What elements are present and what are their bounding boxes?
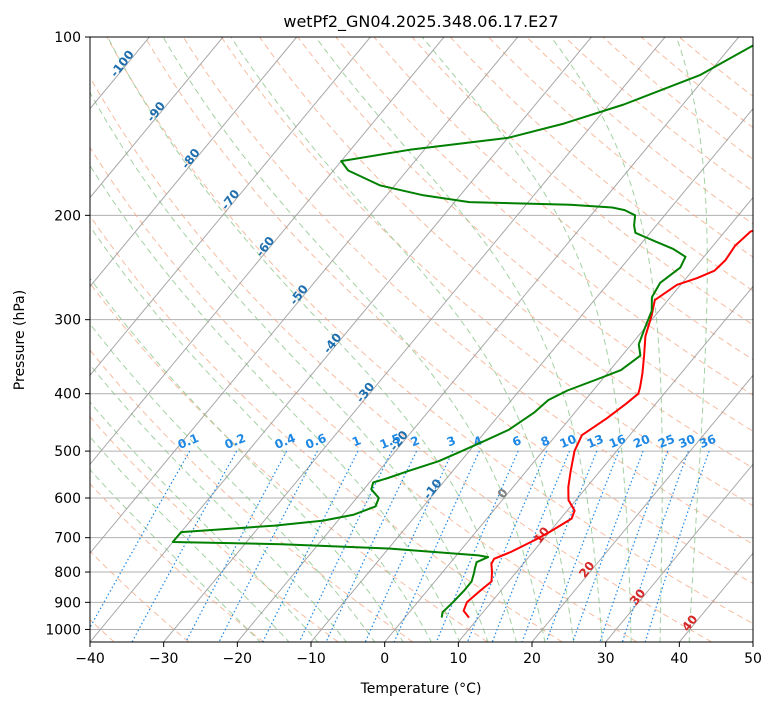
x-tick-label: 50 <box>744 651 762 667</box>
dry-adiabat <box>90 550 190 642</box>
moist-adiabat <box>90 323 376 642</box>
dry-adiabat <box>90 349 414 642</box>
dry-adiabat <box>297 37 753 432</box>
moist-adiabat <box>90 364 347 642</box>
mixing-ratio-line <box>572 450 644 642</box>
moist-adiabats <box>90 37 708 642</box>
y-tick-label: 1000 <box>45 622 81 638</box>
mixing-ratio-label: 13 <box>585 432 606 451</box>
y-tick-label: 600 <box>54 491 81 507</box>
mixing-ratio-line <box>599 450 669 642</box>
mixing-ratio-label: 10 <box>558 432 579 451</box>
moist-adiabat <box>90 277 404 642</box>
dewpoint-profile <box>171 44 753 618</box>
chart-title: wetPf2_GN04.2025.348.06.17.E27 <box>283 12 558 32</box>
skewed-isotherm <box>605 463 753 642</box>
mixing-ratio-line <box>545 450 620 642</box>
x-tick-label: 0 <box>380 651 389 667</box>
skewed-isotherm <box>752 641 753 642</box>
skewed-isotherm <box>90 37 371 377</box>
mixing-ratio-line <box>185 450 288 642</box>
skewed-isotherm <box>90 37 445 466</box>
mixing-ratio-label: 36 <box>697 432 718 451</box>
moist-adiabat <box>90 401 319 642</box>
x-axis-label: Temperature (°C) <box>360 681 482 697</box>
mixing-ratio-line <box>364 450 454 642</box>
moist-adiabat <box>90 164 461 642</box>
y-tick-label: 100 <box>54 30 81 46</box>
skewed-isotherm <box>0 37 2 642</box>
x-tick-label: 10 <box>449 651 467 667</box>
moist-adiabat <box>230 37 575 642</box>
x-tick-label: −40 <box>75 651 105 667</box>
dry-adiabat <box>373 37 753 361</box>
x-tick-label: 30 <box>597 651 615 667</box>
mixing-ratio-line <box>218 450 318 642</box>
skewed-isotherms <box>0 37 753 642</box>
y-axis-label: Pressure (hPa) <box>12 290 28 390</box>
dry-adiabat <box>90 146 638 642</box>
moist-adiabat <box>107 37 518 642</box>
skewed-isotherm <box>531 374 753 642</box>
y-tick-label: 200 <box>54 208 81 224</box>
plot-area <box>90 37 753 642</box>
mixing-ratio-line <box>644 450 710 642</box>
mixing-ratio-label: 30 <box>676 432 697 451</box>
skewed-isotherm <box>384 196 753 642</box>
skewed-isotherm <box>90 37 519 554</box>
x-tick-label: −20 <box>223 651 253 667</box>
plot-frame <box>89 36 754 643</box>
y-tick-label: 800 <box>54 565 81 581</box>
moist-adiabat <box>315 37 603 642</box>
moist-adiabat <box>421 37 632 642</box>
skewed-isotherm <box>90 37 298 288</box>
x-tick-label: −10 <box>296 651 326 667</box>
moist-adiabat <box>90 91 489 642</box>
mixing-ratio-line <box>90 450 191 629</box>
skewed-isotherm <box>163 37 666 642</box>
x-axis: −40 −30 −20 −10 0 10 20 30 40 50 <box>75 642 762 667</box>
mixing-ratio-label: 20 <box>631 432 652 451</box>
mixing-ratio-line <box>466 450 548 642</box>
skewed-isotherm <box>310 107 753 642</box>
mixing-ratio-line <box>131 450 238 642</box>
mixing-ratio-label: 16 <box>607 432 628 451</box>
skewed-isotherm <box>236 37 740 642</box>
mixing-ratio-line <box>621 450 689 642</box>
dry-adiabat <box>90 76 712 642</box>
mixing-ratio-lines <box>90 450 710 642</box>
mixing-ratio-line <box>325 450 418 642</box>
mixing-ratio-line <box>491 450 571 642</box>
dry-adiabat <box>335 37 753 396</box>
y-tick-label: 300 <box>54 313 81 329</box>
sounding-series <box>171 44 753 619</box>
x-tick-label: −30 <box>149 651 179 667</box>
y-tick-label: 500 <box>54 444 81 460</box>
moist-adiabat <box>550 37 663 642</box>
mixing-ratio-line <box>262 450 359 642</box>
temperature-profile <box>462 229 753 619</box>
plot-content: -100-90-80-70-60-50-40-30-20-10 010203040… <box>0 37 753 642</box>
mixing-ratio-label: 25 <box>656 432 677 451</box>
mixing-ratio-line <box>298 450 393 642</box>
skewed-isotherm <box>457 285 753 642</box>
skewed-isotherm <box>90 37 224 199</box>
x-tick-label: 40 <box>670 651 688 667</box>
moist-adiabat <box>675 37 708 642</box>
y-axis: 100 200 300 400 500 600 700 800 900 1000 <box>45 30 90 638</box>
pressure-grid <box>90 37 753 630</box>
dry-adiabat <box>90 483 264 642</box>
moist-adiabat <box>90 225 432 642</box>
x-tick-label: 20 <box>523 651 541 667</box>
moist-adiabat <box>162 37 546 642</box>
y-tick-label: 900 <box>54 595 81 611</box>
y-tick-label: 400 <box>54 387 81 403</box>
dry-adiabat <box>90 282 488 642</box>
y-tick-label: 700 <box>54 531 81 547</box>
mixing-ratio-line <box>521 450 598 642</box>
